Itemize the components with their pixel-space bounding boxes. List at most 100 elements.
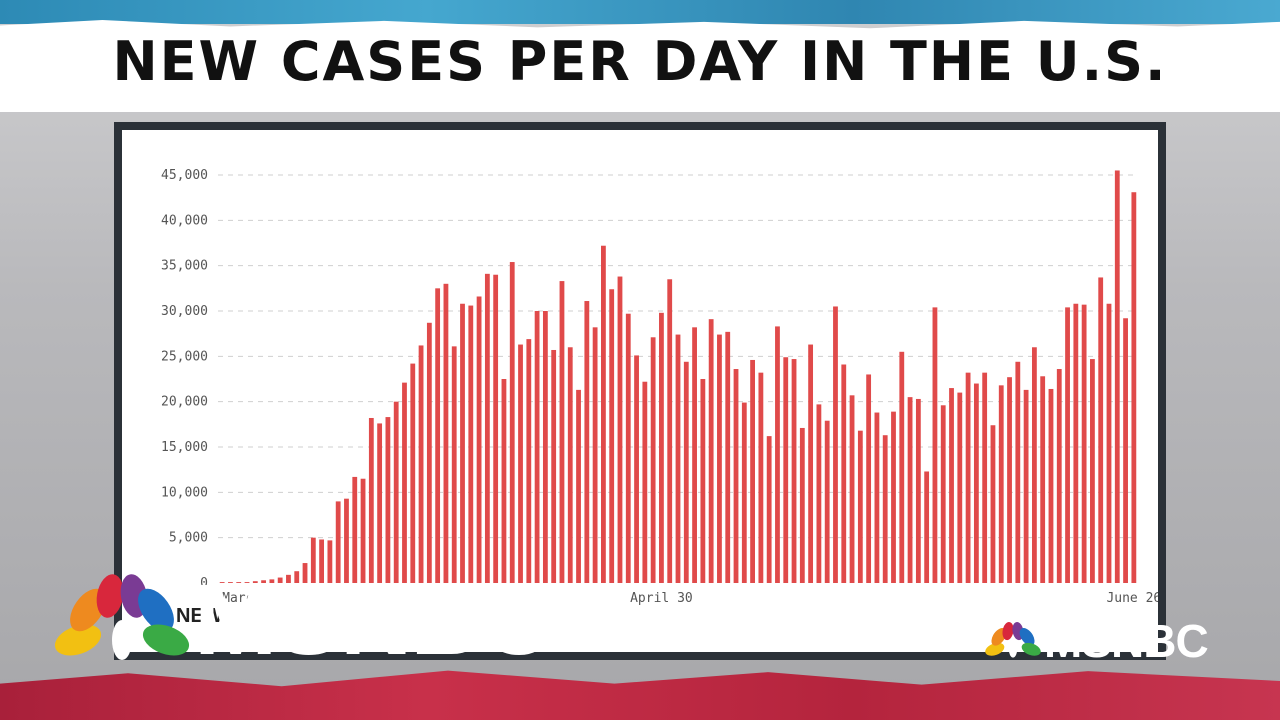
chart-bar	[932, 307, 938, 583]
chart-bar	[924, 471, 930, 583]
msnbc-wordmark: MSNBC	[194, 564, 553, 676]
chart-bar	[659, 312, 664, 583]
chart-bar	[957, 392, 963, 583]
y-tick-label: 5,000	[169, 531, 208, 546]
chart-bar	[617, 276, 623, 583]
chart-bar	[1106, 303, 1112, 583]
chart-bar	[874, 412, 880, 583]
chart-bar	[559, 281, 565, 583]
nbc-peacock-icon	[54, 574, 190, 660]
chart-bar	[286, 574, 291, 583]
chart-bar	[576, 389, 581, 583]
chart-bar	[476, 296, 482, 583]
chart-bar	[808, 344, 814, 583]
y-tick-label: 30,000	[161, 304, 208, 319]
chart-bar	[402, 382, 407, 583]
chart-bar	[998, 385, 1004, 583]
chart-bar	[849, 395, 855, 583]
chart-bar	[1015, 361, 1021, 583]
chart-bar	[949, 388, 954, 583]
chart-bar	[269, 579, 275, 583]
chart-bar	[799, 427, 805, 583]
chart-bar	[741, 402, 747, 583]
top-color-strip	[0, 0, 1280, 24]
chart-bar	[1031, 347, 1037, 583]
chart-bar	[584, 301, 590, 583]
chart-bar	[990, 425, 996, 583]
chart-bar	[360, 478, 366, 583]
chart-bar	[973, 383, 979, 583]
chart-bar	[1081, 304, 1087, 583]
chart-bar	[518, 344, 523, 583]
chart-bar	[940, 405, 946, 583]
chart-bar	[650, 337, 656, 583]
chart-bar	[1048, 388, 1054, 583]
chart-bar	[567, 347, 573, 583]
chart-bar	[965, 372, 971, 583]
x-tick-label: June 26	[1106, 591, 1158, 606]
chart-bar	[692, 327, 697, 583]
chart-bar	[302, 563, 308, 583]
y-tick-label: 40,000	[161, 213, 208, 228]
chart-bar	[609, 289, 615, 583]
chart-bar	[542, 311, 548, 583]
chart-bar	[327, 540, 333, 583]
chart-bar	[352, 476, 358, 583]
chart-bar	[244, 582, 250, 583]
chart-bar	[1131, 192, 1137, 583]
y-tick-label: 45,000	[161, 168, 208, 183]
x-tick-label: April 30	[630, 591, 693, 606]
chart-bar	[410, 363, 416, 583]
chart-bar	[634, 355, 639, 583]
nbc-peacock-icon	[985, 622, 1041, 658]
bottom-color-strip	[0, 670, 1280, 720]
chart-bar	[783, 357, 789, 583]
chart-bar	[1123, 318, 1128, 583]
msnbc-logo-large: MSNBC	[52, 564, 672, 676]
chart-bar	[1040, 376, 1046, 583]
chart-bar	[667, 279, 673, 583]
chart-bar	[725, 331, 731, 583]
chart-bar	[642, 381, 648, 583]
chart-bar	[1056, 369, 1062, 583]
y-tick-label: 35,000	[161, 259, 208, 274]
chart-bar	[493, 274, 499, 583]
chart-bar	[1065, 307, 1070, 583]
chart-bar	[443, 283, 449, 583]
chart-bar	[509, 262, 515, 583]
chart-bar	[915, 398, 921, 583]
chart-bar	[294, 571, 300, 583]
msnbc-logo-corner: MSNBC	[984, 618, 1224, 664]
chart-bar	[344, 498, 349, 583]
y-tick-label: 25,000	[161, 349, 208, 364]
bar-chart: 0 5,000 10,000 15,000 20,000 25,000 30,000 35,0…	[161, 168, 1158, 606]
chart-bar	[1007, 377, 1012, 583]
chart-bar	[335, 501, 341, 583]
chart-bar	[1114, 170, 1120, 583]
title-band	[0, 20, 1280, 112]
chart-bar	[484, 273, 490, 583]
chart-bar	[219, 582, 225, 583]
chart-bar	[368, 417, 374, 583]
page-title: NEW CASES PER DAY IN THE U.S.	[112, 30, 1168, 93]
chart-bar	[592, 327, 598, 583]
chart-bar	[750, 359, 755, 583]
chart-bar	[1090, 359, 1095, 583]
chart-panel: 0 5,000 10,000 15,000 20,000 25,000 30,000 35,0…	[122, 130, 1158, 652]
chart-bar	[526, 339, 532, 583]
chart-bar	[551, 349, 557, 583]
chart-frame: 0 5,000 10,000 15,000 20,000 25,000 30,000 35,0…	[114, 122, 1166, 660]
chart-bar	[228, 582, 233, 583]
chart-bar	[601, 245, 606, 583]
chart-bar	[385, 417, 391, 583]
chart-bar	[1073, 303, 1079, 583]
chart-bar	[683, 361, 689, 583]
chart-bar	[435, 288, 441, 583]
chart-bar	[319, 539, 325, 583]
chart-bar	[426, 322, 432, 583]
chart-bar	[857, 430, 863, 583]
y-tick-label: 15,000	[161, 440, 208, 455]
chart-bar	[766, 436, 772, 583]
chart-bar	[261, 580, 266, 583]
chart-bar	[236, 582, 242, 583]
